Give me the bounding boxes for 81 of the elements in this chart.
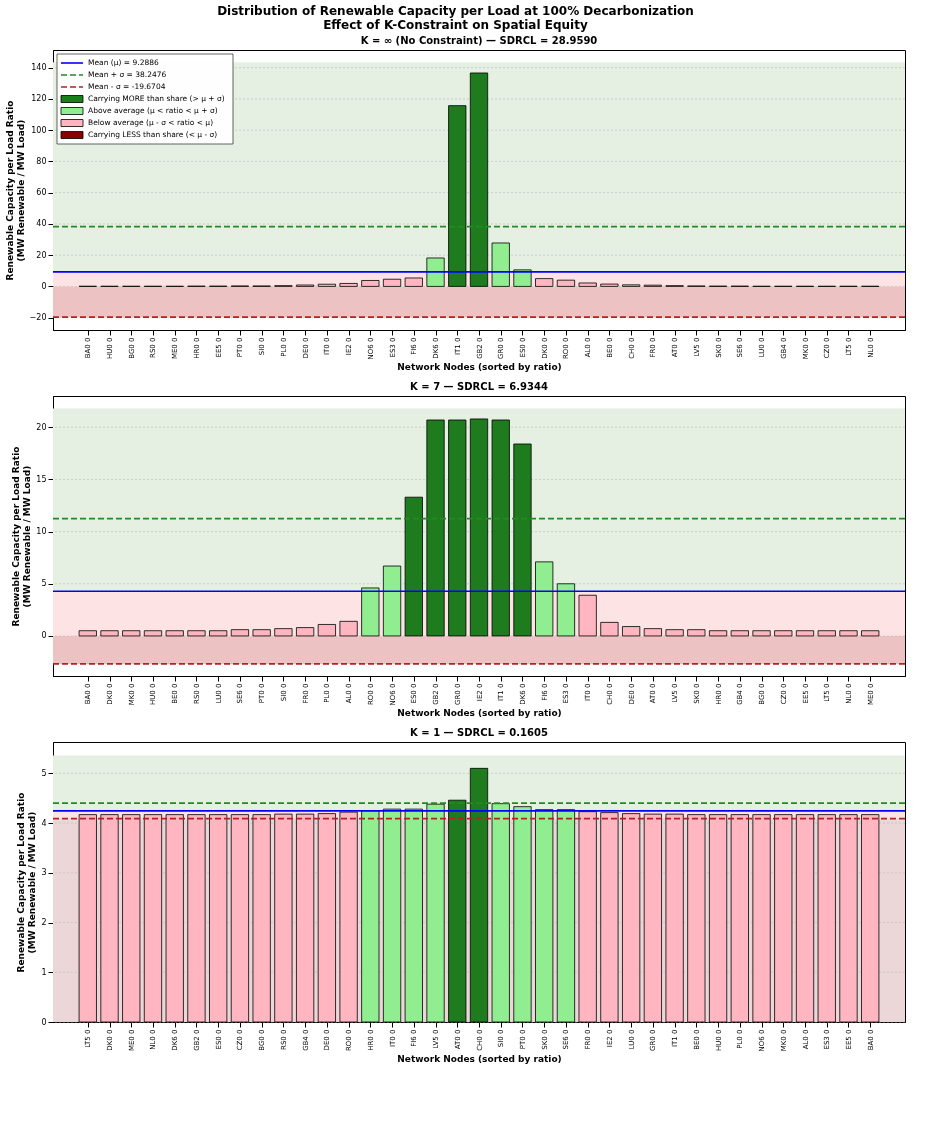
y-tick-label: 0 xyxy=(41,1017,47,1027)
bar xyxy=(143,630,163,637)
bar xyxy=(817,630,836,637)
y-tick-label: 80 xyxy=(36,156,47,166)
bar xyxy=(317,624,336,637)
bar xyxy=(448,419,467,637)
y-tick-label: 20 xyxy=(36,250,47,260)
text: Distribution of Renewable Capacity per Load at 100% Decarbonization xyxy=(217,3,694,18)
bar xyxy=(687,629,706,637)
bar xyxy=(556,583,576,637)
x-axis-title: Network Nodes (sorted by ratio) xyxy=(397,1054,562,1065)
bar xyxy=(404,496,423,637)
y-tick-label: 40 xyxy=(36,219,47,229)
chart-title: K = ∞ (No Constraint) — SDRCL = 28.9590 xyxy=(360,35,598,46)
y-tick-label: 3 xyxy=(41,868,47,878)
bar xyxy=(469,72,489,287)
chart-title: K = 7 — SDRCL = 6.9344 xyxy=(410,381,548,392)
bar xyxy=(556,279,576,287)
y-axis-title: Renewable Capacity per Load Ratio (MW Renewable / MW Load) xyxy=(11,446,33,627)
y-tick-label: 2 xyxy=(41,918,47,928)
bar xyxy=(469,418,489,637)
bar xyxy=(535,561,554,637)
bar xyxy=(426,419,445,637)
bar xyxy=(274,628,293,637)
bar xyxy=(361,587,380,637)
y-tick-label: 5 xyxy=(41,579,47,589)
bar xyxy=(535,278,554,287)
bar xyxy=(491,419,510,637)
y-axis-title: Renewable Capacity per Load Ratio (MW Renewable / MW Load) xyxy=(16,792,38,973)
y-tick-label: 0 xyxy=(41,631,47,641)
y-tick-label: 140 xyxy=(31,63,47,73)
bar xyxy=(209,630,228,637)
y-tick-label: 15 xyxy=(36,474,47,484)
bar xyxy=(187,630,206,637)
bar xyxy=(795,630,815,637)
bar xyxy=(665,629,684,637)
bar xyxy=(708,630,728,637)
bar xyxy=(382,565,402,637)
bar xyxy=(513,443,532,637)
bar xyxy=(578,282,597,287)
bar xyxy=(839,630,858,637)
bar xyxy=(404,277,423,287)
y-tick-label: 20 xyxy=(36,422,47,432)
y-tick-label: 1 xyxy=(41,967,47,977)
bar xyxy=(643,628,662,637)
bar xyxy=(448,105,467,287)
y-tick-label: 0 xyxy=(41,281,47,291)
bar xyxy=(578,594,597,637)
bar xyxy=(361,280,380,287)
chart-title: K = 1 — SDRCL = 0.1605 xyxy=(410,727,548,738)
bar xyxy=(100,630,119,637)
bar xyxy=(600,621,619,637)
y-tick-label: −20 xyxy=(29,313,47,323)
bar xyxy=(339,620,358,637)
y-tick-label: 120 xyxy=(31,94,47,104)
bar xyxy=(622,626,641,637)
bar xyxy=(752,630,771,637)
x-axis-title: Network Nodes (sorted by ratio) xyxy=(397,362,562,373)
y-tick-label: 10 xyxy=(36,527,47,537)
bar xyxy=(774,630,793,637)
y-tick-label: 60 xyxy=(36,188,47,198)
y-tick-label: 4 xyxy=(41,818,47,828)
bar xyxy=(165,630,184,637)
bar xyxy=(730,630,749,637)
bar xyxy=(230,629,250,637)
bar xyxy=(317,283,336,287)
bar xyxy=(600,283,619,287)
bar xyxy=(426,257,445,287)
bar xyxy=(339,283,358,287)
bar xyxy=(122,630,141,637)
y-axis-title: Renewable Capacity per Load Ratio (MW Renewable / MW Load) xyxy=(4,100,26,281)
text: Effect of K-Constraint on Spatial Equity xyxy=(323,17,588,32)
x-axis-title: Network Nodes (sorted by ratio) xyxy=(397,708,562,719)
bar xyxy=(382,278,402,287)
y-tick-label: 5 xyxy=(41,768,47,778)
bar xyxy=(252,629,271,637)
y-tick-label: 100 xyxy=(31,125,47,135)
bar xyxy=(78,630,97,637)
bar xyxy=(296,627,315,637)
bar xyxy=(861,630,880,637)
bar xyxy=(491,242,510,287)
